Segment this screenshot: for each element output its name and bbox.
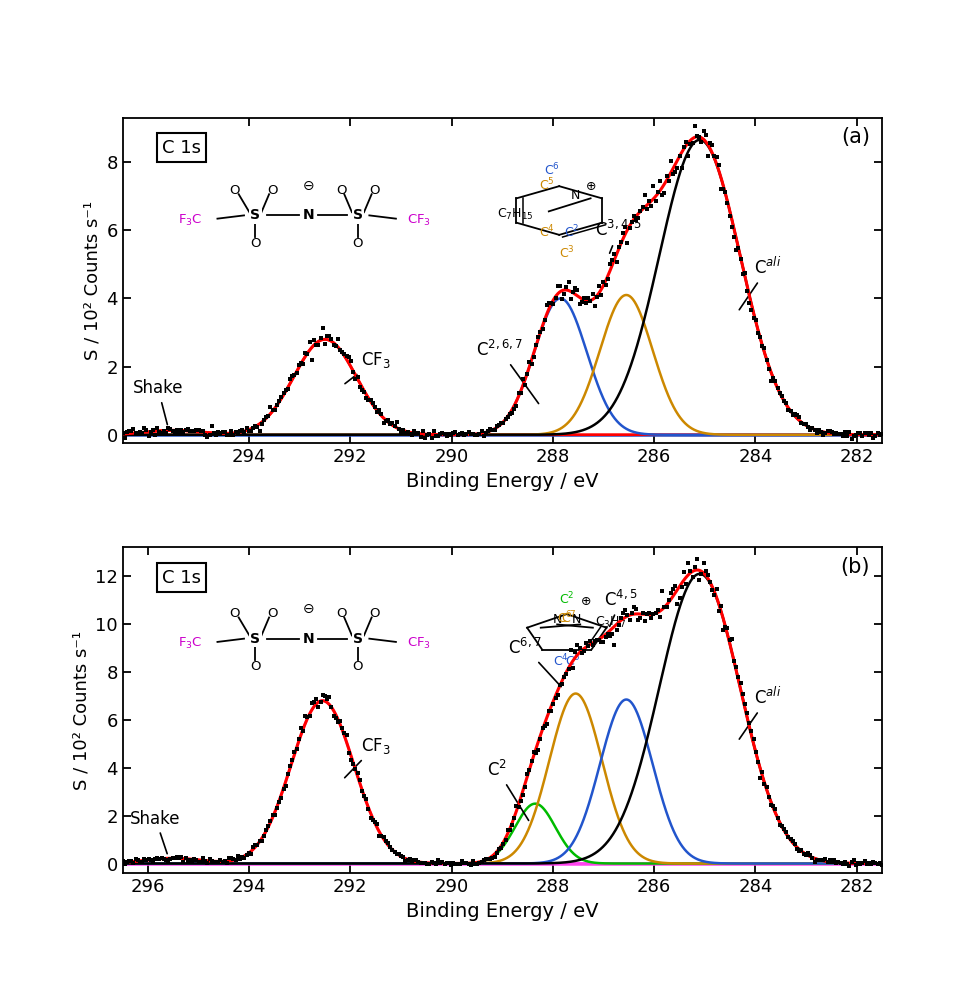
Text: CF$_3$: CF$_3$: [345, 736, 391, 778]
Text: C$_3$H$_7$: C$_3$H$_7$: [596, 615, 626, 631]
Text: O: O: [336, 607, 347, 620]
Text: C$^6$: C$^6$: [544, 162, 560, 179]
Text: CF$_3$: CF$_3$: [408, 636, 431, 651]
Text: S: S: [251, 208, 261, 223]
Text: O: O: [336, 183, 347, 196]
Text: S: S: [353, 632, 363, 645]
Text: C$^5$: C$^5$: [564, 652, 580, 669]
Text: C$^6$: C$^6$: [557, 609, 572, 626]
Text: C$^2$: C$^2$: [559, 592, 574, 608]
Text: O: O: [353, 660, 364, 673]
Text: C 1s: C 1s: [162, 569, 201, 587]
Text: N: N: [303, 208, 315, 223]
Text: N: N: [570, 188, 580, 201]
Text: O: O: [229, 607, 239, 620]
Text: F$_3$C: F$_3$C: [177, 636, 202, 651]
Text: C$^{ali}$: C$^{ali}$: [739, 687, 782, 739]
Text: O: O: [267, 183, 277, 196]
Text: Shake: Shake: [132, 380, 183, 425]
Text: S: S: [251, 632, 261, 645]
X-axis label: Binding Energy / eV: Binding Energy / eV: [406, 472, 599, 490]
Text: C$^7$: C$^7$: [561, 609, 576, 626]
Text: (a): (a): [841, 128, 870, 147]
Text: C 1s: C 1s: [162, 139, 201, 157]
Text: Shake: Shake: [130, 809, 180, 853]
Text: $\ominus$: $\ominus$: [303, 602, 315, 616]
Y-axis label: S / 10² Counts s⁻¹: S / 10² Counts s⁻¹: [73, 631, 90, 790]
Text: $\oplus$: $\oplus$: [580, 594, 592, 607]
Text: C$^{ali}$: C$^{ali}$: [739, 257, 782, 310]
Text: N: N: [571, 613, 581, 626]
Text: $\ominus$: $\ominus$: [303, 180, 315, 193]
Text: F$_3$C: F$_3$C: [177, 213, 202, 228]
Text: C$^{6,7}$: C$^{6,7}$: [509, 638, 562, 687]
Text: C$^2$: C$^2$: [487, 759, 528, 820]
Text: O: O: [229, 183, 239, 196]
Text: C$^3$: C$^3$: [559, 244, 574, 261]
Text: CF$_3$: CF$_3$: [345, 350, 391, 384]
Text: C$^{2,6,7}$: C$^{2,6,7}$: [476, 339, 539, 403]
Text: C$^5$: C$^5$: [539, 177, 555, 193]
Text: O: O: [250, 236, 261, 249]
Text: O: O: [267, 607, 277, 620]
Text: O: O: [250, 660, 261, 673]
Text: S: S: [353, 208, 363, 223]
Text: C$^{3,4,5}$: C$^{3,4,5}$: [595, 221, 642, 253]
Text: C$_7$H$_{15}$: C$_7$H$_{15}$: [497, 207, 534, 222]
Text: C$^4$: C$^4$: [553, 652, 569, 669]
Text: (b): (b): [840, 557, 870, 577]
Text: O: O: [369, 607, 380, 620]
Text: CF$_3$: CF$_3$: [408, 213, 431, 228]
Text: C$^2$: C$^2$: [564, 224, 579, 240]
Text: O: O: [369, 183, 380, 196]
Text: N: N: [303, 632, 315, 645]
Text: N: N: [553, 613, 563, 626]
X-axis label: Binding Energy / eV: Binding Energy / eV: [406, 902, 599, 920]
Y-axis label: S / 10² Counts s⁻¹: S / 10² Counts s⁻¹: [84, 201, 102, 360]
Text: O: O: [353, 236, 364, 249]
Text: C$^{4,5}$: C$^{4,5}$: [605, 590, 638, 626]
Text: C$^4$: C$^4$: [539, 224, 555, 240]
Text: $\oplus$: $\oplus$: [585, 181, 596, 193]
